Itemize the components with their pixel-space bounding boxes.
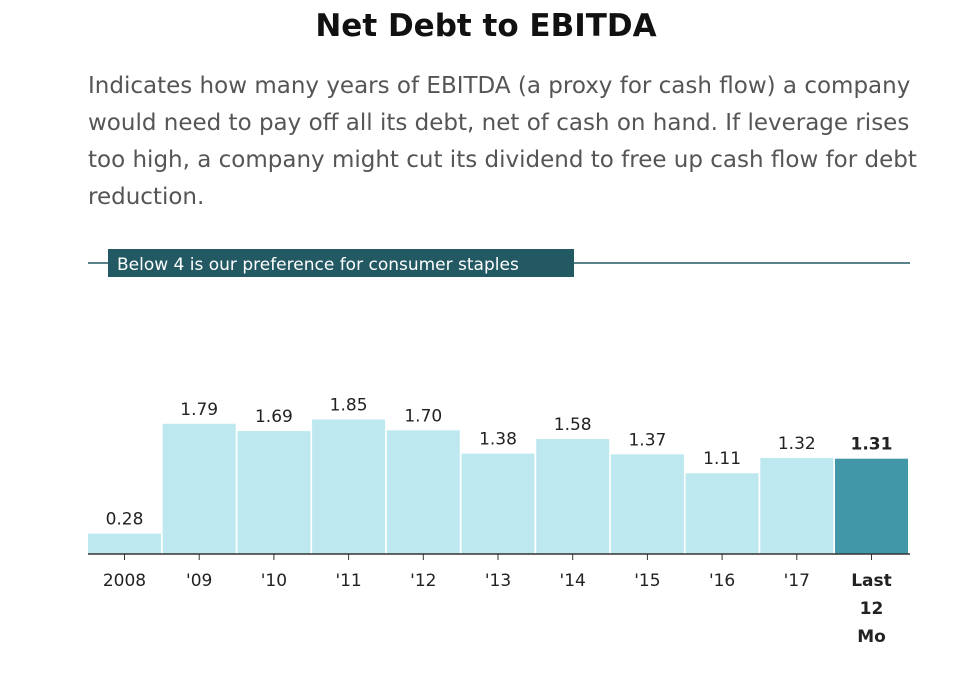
data-label: 0.28 — [106, 510, 144, 530]
data-label: 1.11 — [703, 449, 741, 469]
x-tick-label: '10 — [261, 571, 287, 591]
x-tick-label: Last 12 Mo — [851, 571, 892, 647]
data-label: 1.58 — [554, 415, 592, 435]
x-tick-label: '17 — [784, 571, 810, 591]
reference-label-box — [108, 249, 574, 277]
bar — [162, 423, 236, 554]
bar — [536, 439, 610, 554]
x-tick-label: '11 — [335, 571, 361, 591]
bar — [685, 473, 759, 554]
bar — [312, 419, 386, 554]
data-label: 1.37 — [628, 430, 666, 450]
data-label: 1.31 — [851, 435, 893, 455]
bar — [237, 431, 311, 554]
x-tick-label: '09 — [186, 571, 212, 591]
x-tick-label: 2008 — [103, 571, 146, 591]
data-label: 1.32 — [778, 434, 816, 454]
chart-title: Net Debt to EBITDA — [315, 8, 657, 44]
x-tick-label: '12 — [410, 571, 436, 591]
data-label: 1.85 — [330, 395, 368, 415]
bar — [610, 454, 684, 554]
x-tick-label: '13 — [485, 571, 511, 591]
bar — [461, 453, 535, 554]
bar — [88, 533, 161, 554]
data-label: 1.69 — [255, 407, 293, 427]
chart-subtitle: Indicates how many years of EBITDA (a pr… — [88, 73, 917, 210]
bar — [835, 458, 908, 554]
x-tick-label: '15 — [634, 571, 660, 591]
x-tick-label: '16 — [709, 571, 735, 591]
data-label: 1.70 — [404, 406, 442, 426]
x-tick-label: '14 — [560, 571, 586, 591]
data-label: 1.38 — [479, 430, 517, 450]
data-label: 1.79 — [180, 400, 218, 420]
reference-label: Below 4 is our preference for consumer s… — [117, 255, 519, 275]
bar — [760, 457, 834, 554]
bar — [386, 430, 460, 554]
